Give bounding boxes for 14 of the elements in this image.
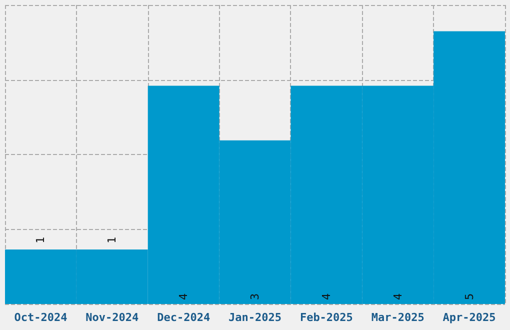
x-tick-label: Mar-2025 [371, 311, 424, 324]
data-label: 1 [106, 236, 119, 244]
data-label: 5 [462, 293, 476, 300]
data-label: 3 [248, 293, 262, 300]
x-tick-label: Apr-2025 [442, 311, 496, 324]
data-label: 4 [320, 293, 333, 300]
data-label: 1 [34, 236, 48, 244]
x-tick-label: Feb-2025 [300, 311, 353, 324]
x-tick-label: Oct-2024 [14, 311, 68, 324]
x-tick-label: Jan-2025 [228, 311, 282, 324]
data-label: 4 [391, 293, 404, 300]
x-tick-label: Nov-2024 [86, 311, 140, 324]
x-tick-label: Dec-2024 [157, 311, 210, 324]
data-label: 4 [177, 293, 190, 300]
